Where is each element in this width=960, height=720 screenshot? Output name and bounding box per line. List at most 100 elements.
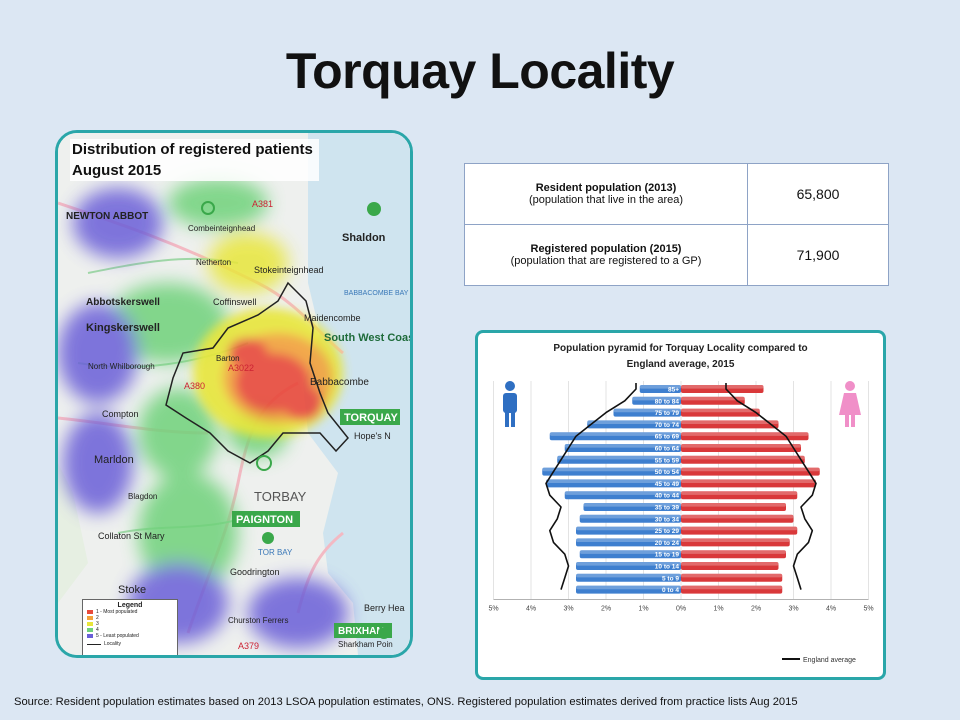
female-bar-highlight — [681, 467, 820, 472]
map-label: Hope's N — [354, 431, 391, 441]
male-bar — [579, 550, 681, 559]
page-title: Torquay Locality — [285, 43, 675, 99]
age-band-label: 60 to 64 — [655, 446, 680, 453]
station-icon — [201, 201, 215, 215]
male-icon — [503, 381, 517, 427]
info-icon — [367, 202, 381, 216]
female-bar — [681, 526, 798, 535]
age-band-label: 35 to 39 — [655, 505, 680, 512]
england-average-male-line — [545, 383, 637, 590]
map-label: TORQUAY — [344, 412, 398, 424]
male-bar — [549, 432, 681, 441]
male-bar — [583, 503, 681, 511]
male-bar — [546, 479, 681, 488]
map-label: Babbacombe — [310, 377, 369, 388]
map-label: South West Coast Path — [324, 332, 410, 344]
map-label: Kingskerswell — [86, 322, 160, 334]
age-band-label: 0 to 4 — [662, 587, 679, 594]
male-bar-highlight — [564, 491, 681, 495]
map-label: TORBAY — [254, 489, 307, 504]
female-bar — [681, 479, 816, 488]
x-tick-label: 3% — [563, 605, 573, 612]
male-bar — [576, 562, 681, 570]
female-bar-highlight — [681, 455, 805, 460]
male-bar — [557, 455, 681, 464]
population-table: Resident population (2013) (population t… — [464, 163, 889, 286]
map-label: Compton — [102, 409, 139, 419]
male-bar-highlight — [546, 479, 681, 484]
female-bar — [681, 538, 790, 547]
station-icon — [256, 455, 272, 471]
age-band-label: 30 to 34 — [655, 516, 680, 523]
map-label: Stokeinteignhead — [254, 265, 324, 275]
map-title: Distribution of registered patients Augu… — [70, 139, 319, 181]
x-tick-label: 1% — [713, 605, 723, 612]
male-bar — [564, 444, 681, 452]
row-value: 71,900 — [747, 224, 889, 286]
table-row: Registered population (2015) (population… — [464, 224, 889, 286]
male-bar-highlight — [576, 562, 681, 566]
age-band-label: 80 to 84 — [655, 398, 680, 405]
patient-distribution-map: NEWTON ABBOT Combeinteignhead Netherton … — [55, 130, 413, 658]
x-tick-label: 2% — [751, 605, 761, 612]
age-band-label: 5 to 9 — [662, 575, 679, 582]
male-bar-highlight — [576, 526, 681, 531]
age-band-label: 10 to 14 — [655, 564, 680, 571]
female-bar — [681, 503, 786, 511]
map-label: Maidencombe — [304, 313, 361, 323]
age-band-label: 45 to 49 — [655, 481, 680, 488]
map-label: Blagdon — [128, 492, 157, 501]
map-label: Abbotskerswell — [86, 297, 160, 308]
male-bar-highlight — [576, 585, 681, 590]
age-band-label: 85+ — [668, 387, 679, 394]
x-tick-label: 4% — [826, 605, 836, 612]
road-label: A379 — [238, 641, 259, 651]
info-icon — [378, 627, 390, 639]
male-bar-highlight — [557, 455, 681, 460]
map-label: BRIXHAM — [338, 626, 385, 637]
map-label: Stoke — [118, 584, 146, 596]
x-tick-label: 3% — [788, 605, 798, 612]
pyramid-chart: 85+ 80 to 84 75 to 79 70 to 74 65 to 69 60 to… — [488, 381, 874, 664]
female-bar-highlight — [681, 420, 779, 425]
map-label: Coffinswell — [213, 297, 256, 307]
age-band-label: 15 to 19 — [655, 552, 680, 559]
female-bar-highlight — [681, 585, 783, 590]
age-band-label: 25 to 29 — [655, 528, 680, 535]
female-bar-highlight — [681, 514, 794, 519]
female-bar — [681, 514, 794, 523]
table-row: Resident population (2013) (population t… — [464, 163, 889, 225]
x-tick-label: 0% — [676, 605, 686, 612]
map-label: North Whilborough — [88, 362, 155, 371]
female-bar-highlight — [681, 491, 798, 495]
female-bar — [681, 420, 779, 429]
row-sublabel: (population that live in the area) — [528, 194, 684, 206]
male-bar-highlight — [549, 432, 681, 436]
male-bar-highlight — [583, 503, 681, 507]
female-bar-highlight — [681, 550, 786, 554]
age-band-label: 20 to 24 — [655, 540, 680, 547]
male-bar-highlight — [639, 385, 681, 389]
male-bar-highlight — [632, 396, 681, 401]
male-bar — [639, 385, 681, 393]
female-bar — [681, 585, 783, 594]
female-bar-highlight — [681, 526, 798, 531]
row-sublabel: (population that are registered to a GP) — [510, 255, 702, 267]
row-label: Registered population (2015) — [530, 243, 682, 255]
road-label: A381 — [252, 199, 273, 209]
male-bar-highlight — [542, 467, 681, 472]
legend-item: Locality — [87, 641, 173, 647]
map-label: Sharkham Poin — [338, 640, 393, 649]
male-bar — [576, 526, 681, 535]
female-bar-highlight — [681, 573, 783, 578]
map-label: Goodrington — [230, 567, 280, 577]
male-bar — [587, 420, 681, 429]
male-bar-highlight — [576, 538, 681, 543]
road-label: A380 — [184, 381, 205, 391]
male-bar-highlight — [587, 420, 681, 425]
age-band-label: 70 to 74 — [655, 422, 680, 429]
map-label: Netherton — [196, 258, 231, 267]
source-note: Source: Resident population estimates ba… — [14, 696, 798, 708]
male-bar-highlight — [613, 408, 681, 413]
map-label: Churston Ferrers — [228, 616, 288, 625]
